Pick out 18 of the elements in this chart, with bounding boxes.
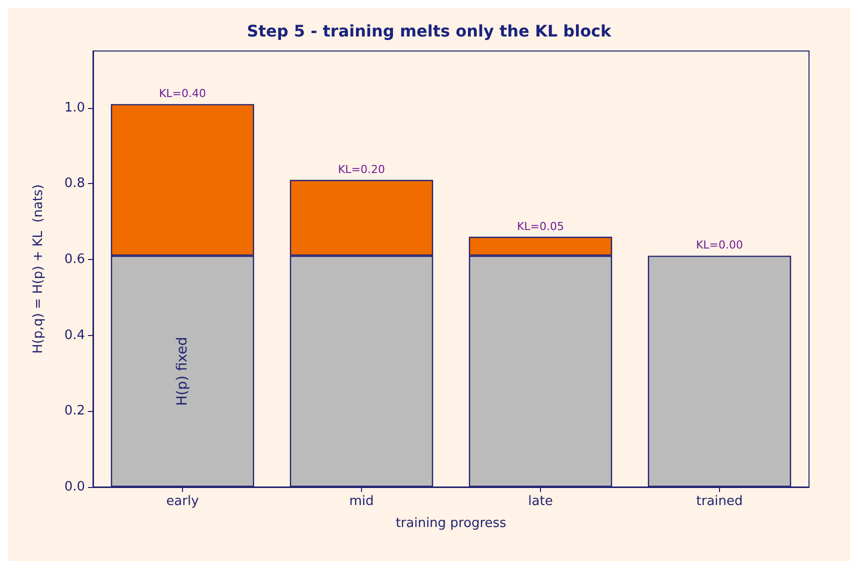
y-axis-title: H(p,q) = H(p) + KL (nats) xyxy=(31,184,46,354)
y-tick-label: 0.6 xyxy=(64,252,85,268)
x-tick-label: trained xyxy=(696,494,743,509)
data-label: KL=0.00 xyxy=(696,238,744,252)
y-tick-label: 1.0 xyxy=(64,100,85,116)
y-tick-label: 0.8 xyxy=(64,176,85,192)
y-tick-label: 0.4 xyxy=(64,328,85,343)
x-tick-label: late xyxy=(528,494,553,509)
x-tick-label: early xyxy=(166,494,200,509)
y-tick-label: 0.0 xyxy=(64,480,85,494)
y-tick-label: 0.2 xyxy=(64,404,85,419)
data-label: KL=0.40 xyxy=(158,87,206,100)
chart-title: Step 5 - training melts only the KL block xyxy=(246,22,612,40)
data-label: KL=0.05 xyxy=(516,220,564,233)
data-label: KL=0.20 xyxy=(338,162,386,176)
x-axis-title: training progress xyxy=(396,516,507,531)
x-tick-label: mid xyxy=(349,494,374,509)
annotation: H(p) fixed xyxy=(174,336,190,406)
